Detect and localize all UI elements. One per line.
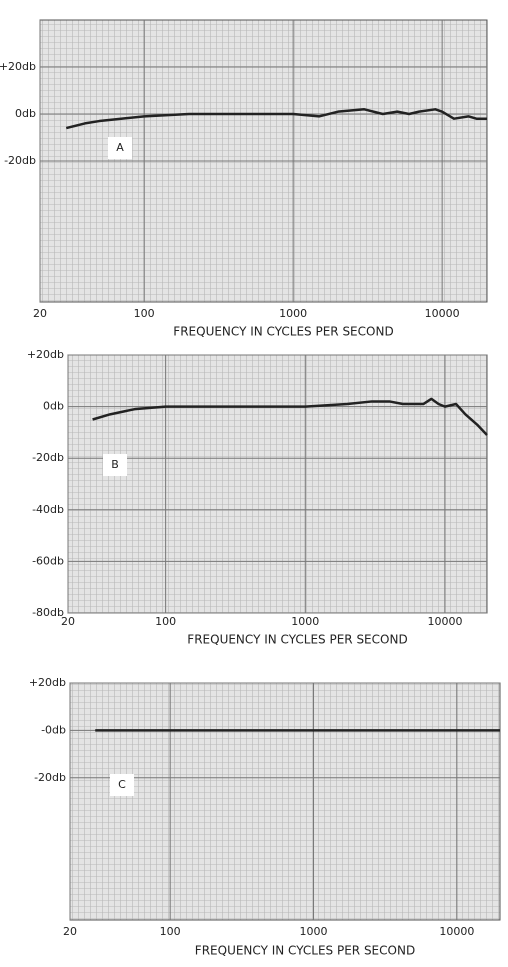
y-tick-label: -20db (34, 771, 66, 784)
x-tick-label: 100 (155, 615, 176, 628)
y-tick-label: -0db (41, 723, 66, 736)
y-tick-label: -80db (32, 606, 64, 619)
annotation: C (118, 778, 126, 791)
y-tick-label: 0db (43, 400, 64, 413)
y-tick-label: -60db (32, 554, 64, 567)
x-axis-label: FREQUENCY IN CYCLES PER SECOND (195, 944, 415, 958)
y-tick-label: 0db (15, 107, 36, 120)
y-tick-label: +20db (0, 60, 36, 73)
plot-area (69, 682, 501, 921)
y-tick-label: +20db (29, 676, 66, 689)
annotation-box (108, 137, 132, 159)
x-tick-label: 100 (160, 925, 181, 938)
y-tick-label: -20db (4, 154, 36, 167)
x-tick-label: 1000 (279, 307, 307, 320)
annotation-box (110, 774, 134, 796)
x-tick-label: 1000 (291, 615, 319, 628)
x-tick-label: 20 (61, 615, 75, 628)
x-tick-label: 20 (33, 307, 47, 320)
x-tick-label: 20 (63, 925, 77, 938)
y-tick-label: -20db (32, 451, 64, 464)
x-axis-label: FREQUENCY IN CYCLES PER SECOND (173, 325, 393, 339)
annotation: A (116, 141, 124, 154)
annotation: B (111, 458, 119, 471)
y-tick-label: +20db (27, 348, 64, 361)
x-tick-label: 10000 (427, 615, 462, 628)
line (92, 397, 488, 436)
x-tick-label: 10000 (439, 925, 474, 938)
x-tick-label: 1000 (300, 925, 328, 938)
y-tick-label: -40db (32, 503, 64, 516)
plot-area (67, 354, 488, 614)
x-tick-label: 10000 (425, 307, 460, 320)
x-tick-label: 100 (134, 307, 155, 320)
x-axis-label: FREQUENCY IN CYCLES PER SECOND (187, 633, 407, 647)
line (65, 108, 487, 130)
annotation-box (103, 454, 127, 476)
